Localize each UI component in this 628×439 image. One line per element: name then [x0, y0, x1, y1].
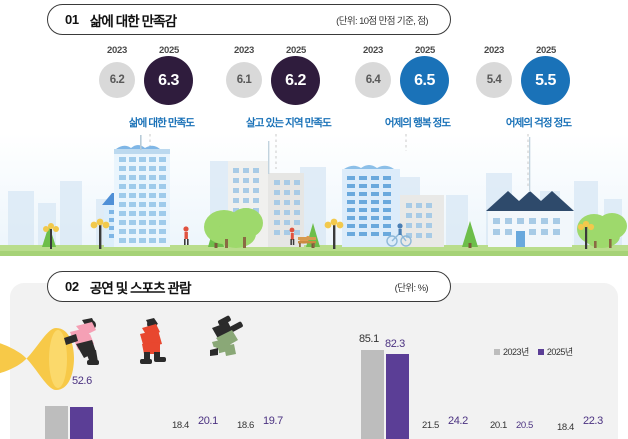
bar-value-2023: 20.1 — [490, 420, 507, 431]
section-2-header: 02 공연 및 스포츠 관람 (단위: %) — [47, 271, 451, 302]
stat-group-area-satisfaction: 2023 2025 6.1 6.2 살고 있는 지역 만족도 — [212, 45, 362, 137]
legend-item-2025: 2025년 — [537, 345, 573, 358]
bar-2023 — [361, 350, 384, 439]
section-performance-sports-panel — [10, 283, 618, 439]
stat-group-label: 살고 있는 지역 만족도 — [246, 117, 332, 129]
value-circle-2025: 6.3 — [144, 56, 193, 105]
bar-value-2025: 22.3 — [583, 415, 603, 427]
value-circle-2025: 6.2 — [271, 56, 320, 105]
dancing-figure-green-icon — [198, 314, 248, 366]
stat-group-life-satisfaction: 2023 2025 6.2 6.3 삶에 대한 만족도 — [85, 45, 235, 137]
legend-label-2025: 2025년 — [546, 347, 573, 357]
stat-group-label: 어제의 행복 정도 — [384, 117, 451, 129]
value-circle-2025: 6.5 — [400, 56, 449, 105]
bar-value-2025: 52.6 — [72, 375, 92, 387]
section-2-title: 공연 및 스포츠 관람 — [89, 280, 192, 296]
year-label-2023: 2023 — [363, 45, 383, 56]
bar-chart: 53.6 52.6 18.4 20.1 18.6 19.7 85.1 82.3 … — [0, 283, 628, 439]
stat-group-yesterday-happiness: 2023 2025 6.4 6.5 어제의 행복 정도 — [341, 45, 491, 137]
bar-value-2023: 18.4 — [557, 422, 574, 433]
year-label-2025: 2025 — [286, 45, 306, 56]
section-1-title: 삶에 대한 만족감 — [89, 13, 177, 29]
bar-value-2025: 20.5 — [516, 420, 533, 431]
legend-label-2023: 2023년 — [503, 347, 529, 357]
bar-value-2025: 19.7 — [263, 415, 283, 427]
dancing-figure-pink-icon — [62, 316, 106, 366]
bar-2025 — [386, 354, 409, 439]
stat-group-label: 삶에 대한 만족도 — [128, 117, 195, 129]
year-label-2025: 2025 — [159, 45, 179, 56]
section-life-satisfaction: 01 삶에 대한 만족감 (단위: 10점 만점 기준, 점) 2023 202… — [0, 4, 628, 266]
chart-legend: 2023년 2025년 — [494, 345, 573, 358]
legend-item-2023: 2023년 — [494, 345, 529, 358]
section-1-unit: (단위: 10점 만점 기준, 점) — [336, 15, 428, 27]
year-label-2025: 2025 — [415, 45, 435, 56]
stat-group-yesterday-worry: 2023 2025 5.4 5.5 어제의 걱정 정도 — [462, 45, 612, 137]
value-circle-2025: 5.5 — [521, 56, 570, 105]
bar-2025 — [70, 407, 93, 439]
bar-value-2025: 82.3 — [385, 338, 405, 350]
cityscape-illustration — [0, 133, 628, 266]
bar-value-2025: 20.1 — [198, 415, 218, 427]
bar-value-2023: 18.6 — [237, 420, 254, 431]
bar-2023 — [45, 406, 68, 439]
bar-value-2023: 18.4 — [172, 420, 189, 431]
year-label-2023: 2023 — [484, 45, 504, 56]
year-label-2025: 2025 — [536, 45, 556, 56]
value-circle-2023: 6.4 — [355, 62, 391, 98]
bar-value-2025: 24.2 — [448, 415, 468, 427]
stat-group-label: 어제의 걱정 정도 — [505, 117, 572, 129]
year-label-2023: 2023 — [234, 45, 254, 56]
legend-swatch-2025 — [537, 348, 544, 355]
section-1-header: 01 삶에 대한 만족감 (단위: 10점 만점 기준, 점) — [47, 4, 451, 35]
dancing-figure-red-icon — [130, 316, 174, 366]
legend-swatch-2023 — [494, 348, 500, 355]
value-circle-2023: 6.2 — [99, 62, 135, 98]
value-circle-2023: 6.1 — [226, 62, 262, 98]
bar-value-2023: 21.5 — [422, 420, 439, 431]
bar-value-2023: 85.1 — [359, 333, 379, 345]
section-2-unit: (단위: %) — [394, 282, 429, 294]
year-label-2023: 2023 — [107, 45, 127, 56]
section-2-number: 02 — [65, 279, 79, 294]
section-1-number: 01 — [65, 12, 79, 27]
value-circle-2023: 5.4 — [476, 62, 512, 98]
megaphone-icon — [0, 318, 94, 396]
